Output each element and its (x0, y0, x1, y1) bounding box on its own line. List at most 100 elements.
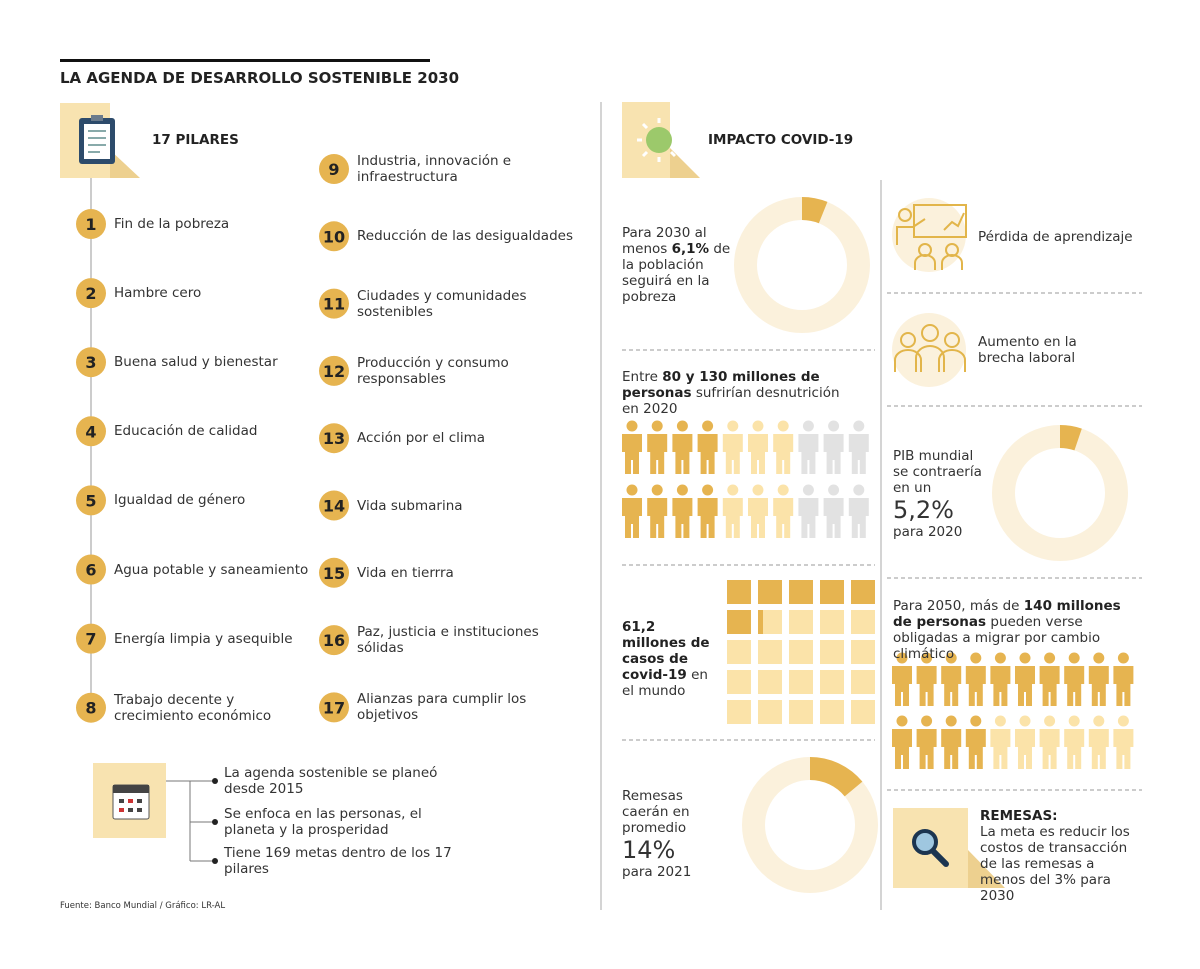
person-icon (941, 666, 962, 706)
person-icon (1113, 729, 1134, 769)
pillar-label: Acción por el clima (357, 430, 486, 447)
text: para 2020 (893, 524, 963, 540)
grid-cell (851, 610, 875, 634)
note: Tiene 169 metas dentro de los 17 pilares (224, 845, 452, 877)
grid-cell (789, 670, 813, 694)
pillar-number: 6 (85, 561, 96, 580)
pillar-badge (76, 554, 106, 585)
person-icon (896, 715, 908, 727)
person-icon (1088, 666, 1109, 706)
person-icon (748, 434, 768, 474)
person-icon (916, 729, 937, 769)
person-icon (702, 420, 714, 432)
learning-text: Pérdida de aprendizaje (978, 229, 1133, 245)
pillar-badge (319, 490, 349, 521)
person-icon (990, 666, 1011, 706)
person-icon (1088, 729, 1109, 769)
gdp-text: PIB mundial se contraería en un 5,2% par… (893, 448, 985, 540)
remittances-goal: REMESAS: La meta es reducir los costos d… (980, 808, 1140, 904)
person-icon (921, 652, 933, 664)
person-icon (990, 729, 1011, 769)
workers-icon (892, 313, 966, 387)
pillar-label: Buena salud y bienestar (114, 354, 278, 371)
person-icon (1019, 715, 1031, 727)
virus-icon (622, 102, 700, 178)
grid-cell (789, 610, 813, 634)
person-icon (848, 434, 869, 474)
pillar-number: 2 (85, 284, 96, 303)
grid-cell (727, 640, 751, 664)
grid-cell (851, 580, 875, 604)
person-icon (828, 484, 840, 496)
person-icon (752, 484, 764, 496)
grid-cell (727, 580, 751, 604)
pillar-label: Educación de calidad (114, 423, 258, 440)
grid-cell (820, 580, 844, 604)
text: para 2021 (622, 864, 692, 880)
bullet (212, 778, 218, 784)
person-icon (1015, 666, 1035, 706)
learning-icon (892, 198, 967, 272)
search-icon (893, 808, 1005, 888)
pillar-badge (319, 423, 349, 454)
person-icon (892, 666, 912, 706)
grid-cell (851, 670, 875, 694)
person-icon (697, 434, 718, 474)
person-icon (777, 484, 789, 496)
person-icon (622, 498, 642, 538)
text: Remesas caerán en promedio (622, 788, 690, 836)
person-icon (622, 434, 642, 474)
pillar-number: 12 (323, 362, 345, 381)
pillar-number: 13 (323, 429, 345, 448)
highlight: 140 millones de personas (893, 598, 1121, 630)
grid-cell-partial (758, 610, 763, 634)
pillar-label: Vida en tierrra (357, 564, 454, 581)
text: de la población seguirá en la pobreza (622, 241, 731, 305)
person-icon (896, 652, 908, 664)
migration-text: Para 2050, más de 140 millones de person… (893, 598, 1143, 662)
title: LA AGENDA DE DESARROLLO SOSTENIBLE 2030 (60, 69, 460, 87)
person-icon (853, 420, 865, 432)
highlight: 14% (622, 836, 676, 864)
pillar-label: Energía limpia y asequible (114, 630, 293, 647)
pillar-number: 1 (85, 215, 96, 234)
person-icon (892, 729, 912, 769)
pillar-number: 3 (85, 353, 96, 372)
pillar-number: 4 (85, 422, 96, 441)
person-icon (1044, 652, 1056, 664)
pillar-number: 7 (85, 630, 96, 649)
person-icon (727, 420, 739, 432)
pillar-label: Agua potable y saneamiento (114, 561, 309, 578)
pillar-number: 14 (323, 497, 345, 516)
pillar-badge (319, 288, 349, 319)
person-icon (965, 729, 986, 769)
pillar-label: Hambre cero (114, 285, 202, 302)
person-icon (777, 420, 789, 432)
grid-cell (789, 700, 813, 724)
person-icon (970, 652, 982, 664)
grid-cell (789, 580, 813, 604)
pillar-label: Trabajo decente y crecimiento económico (114, 691, 272, 724)
donut-wedge (1060, 425, 1082, 451)
text: Entre (622, 369, 658, 385)
person-icon (945, 652, 957, 664)
person-icon (802, 484, 814, 496)
person-icon (853, 484, 865, 496)
person-icon (945, 715, 957, 727)
donut-wedge (802, 197, 828, 224)
person-icon (823, 434, 844, 474)
person-icon (994, 715, 1006, 727)
person-icon (1068, 715, 1080, 727)
pillar-badge (76, 692, 106, 723)
person-icon (752, 420, 764, 432)
poverty-text: Para 2030 al menos 6,1% de la población … (622, 225, 734, 305)
person-icon (626, 484, 638, 496)
cases-text: 61,2 millones de casos de covid-19 en el… (622, 619, 714, 699)
person-icon (798, 434, 819, 474)
grid-cell (851, 640, 875, 664)
person-icon (727, 484, 739, 496)
pillar-badge (319, 692, 349, 723)
pillar-label: Vida submarina (357, 497, 463, 514)
grid-cell (820, 670, 844, 694)
